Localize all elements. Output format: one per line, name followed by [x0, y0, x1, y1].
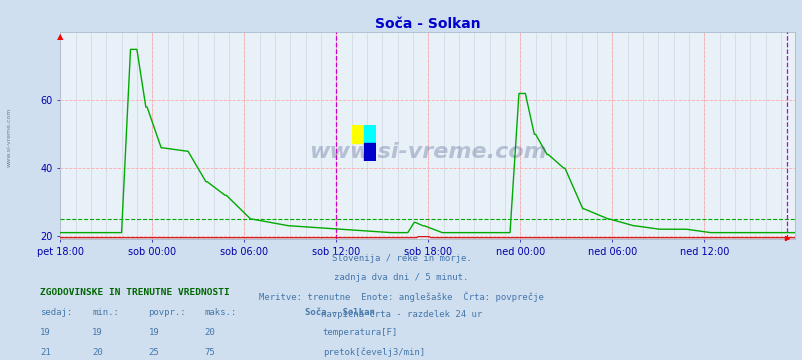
Text: 75: 75 [205, 348, 215, 357]
Text: Meritve: trenutne  Enote: anglešaške  Črta: povprečje: Meritve: trenutne Enote: anglešaške Črta… [259, 291, 543, 302]
Text: 20: 20 [92, 348, 103, 357]
Text: 25: 25 [148, 348, 159, 357]
Text: pretok[čevelj3/min]: pretok[čevelj3/min] [322, 347, 424, 357]
Text: maks.:: maks.: [205, 308, 237, 317]
Text: zadnja dva dni / 5 minut.: zadnja dva dni / 5 minut. [334, 273, 468, 282]
Text: sedaj:: sedaj: [40, 308, 72, 317]
Text: 19: 19 [92, 328, 103, 337]
Text: www.si-vreme.com: www.si-vreme.com [7, 107, 12, 167]
Bar [364, 125, 376, 143]
Text: www.si-vreme.com: www.si-vreme.com [308, 143, 546, 162]
Text: ZGODOVINSKE IN TRENUTNE VREDNOSTI: ZGODOVINSKE IN TRENUTNE VREDNOSTI [40, 288, 229, 297]
Text: 19: 19 [148, 328, 159, 337]
Text: 21: 21 [40, 348, 51, 357]
Text: ▲: ▲ [57, 32, 63, 41]
Title: Soča - Solkan: Soča - Solkan [375, 17, 480, 31]
Text: 19: 19 [40, 328, 51, 337]
Bar [364, 143, 376, 161]
Text: min.:: min.: [92, 308, 119, 317]
Text: 20: 20 [205, 328, 215, 337]
Bar [352, 125, 364, 143]
Text: povpr.:: povpr.: [148, 308, 186, 317]
Text: Slovenija / reke in morje.: Slovenija / reke in morje. [331, 254, 471, 263]
Text: navpična črta - razdelek 24 ur: navpična črta - razdelek 24 ur [321, 310, 481, 319]
Text: Soča - Solkan: Soča - Solkan [305, 308, 375, 317]
Text: temperatura[F]: temperatura[F] [322, 328, 398, 337]
